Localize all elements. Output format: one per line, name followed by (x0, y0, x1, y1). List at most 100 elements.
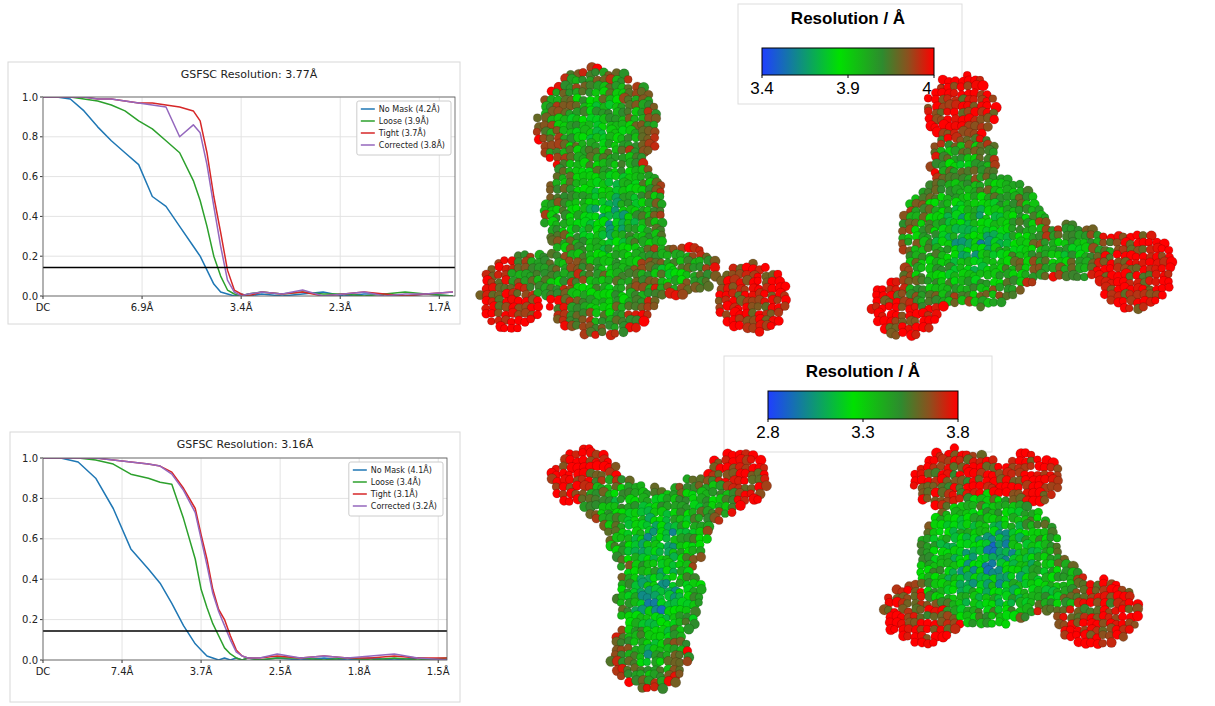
colorbar-tick-label: 3.9 (836, 79, 860, 98)
density-blob (585, 225, 593, 233)
colorbar-scale (762, 48, 934, 75)
density-blob (898, 303, 906, 311)
density-blob (592, 309, 601, 318)
tick-mark (43, 296, 44, 299)
density-blob (976, 303, 984, 311)
density-blob (767, 322, 775, 330)
x-tick-label: 2.3Å (329, 301, 352, 313)
legend-swatch (353, 493, 367, 495)
grid-line (43, 619, 447, 620)
colorbar-tick (848, 75, 849, 78)
density-blob (774, 308, 783, 317)
grid-line (43, 579, 447, 580)
legend: No Mask (4.2Å)Loose (3.9Å)Tight (3.7Å)Co… (357, 101, 451, 155)
density-blob (1152, 297, 1160, 305)
plot-marks (43, 97, 455, 296)
density-blob (650, 302, 658, 310)
chart-frame (8, 62, 460, 324)
density-blob (657, 211, 665, 219)
chart-title: GSFSC Resolution: 3.16Å (177, 438, 314, 451)
tick-mark (142, 296, 143, 299)
legend-label: Loose (3.4Å) (371, 476, 421, 487)
legend-label: Loose (3.9Å) (379, 115, 429, 126)
density-map (476, 62, 791, 340)
x-tick-label: 6.9Å (131, 301, 154, 313)
density-blob (534, 302, 543, 311)
density-blob (618, 284, 626, 292)
chart-title: GSFSC Resolution: 3.77Å (181, 68, 318, 81)
plot-marks (43, 458, 447, 660)
y-tick-label: 0.0 (22, 291, 38, 302)
figure: GSFSC Resolution: 3.77Å0.00.20.40.60.81.… (0, 0, 1215, 706)
density-blob (1016, 218, 1024, 226)
fsc-curve (43, 458, 447, 660)
density-blob (918, 264, 926, 272)
colorbar-scale (768, 391, 958, 419)
density-blob (978, 80, 989, 91)
density-blob (488, 317, 496, 325)
legend-label: Tight (3.7Å) (378, 127, 426, 138)
legend-swatch (353, 505, 367, 507)
density-blob (1009, 291, 1017, 299)
colorbar-tick (934, 75, 935, 78)
y-tick-label: 0.0 (22, 655, 38, 666)
tick-mark (43, 660, 44, 663)
grid-line (122, 458, 123, 660)
plot-frame (43, 458, 447, 660)
colorbar-title: Resolution / Å (791, 9, 905, 28)
density-blob (546, 186, 554, 194)
density-blob (964, 82, 973, 91)
density-blob (996, 283, 1004, 291)
density-blob (579, 88, 587, 96)
density-blob (657, 237, 666, 246)
density-blob (931, 316, 939, 324)
density-blob (527, 283, 535, 291)
y-tick-label: 0.2 (22, 614, 38, 625)
density-blob (547, 295, 555, 303)
density-blob (1009, 225, 1017, 233)
colorbar: Resolution / Å3.43.94.4 (738, 4, 962, 104)
grid-line (43, 176, 455, 177)
density-blob (741, 477, 749, 485)
density-blob (527, 315, 535, 323)
legend-swatch (353, 481, 367, 483)
density-blob (912, 330, 921, 339)
density-blob (747, 456, 755, 464)
density-blob (696, 284, 704, 292)
density-blob (944, 200, 952, 208)
density-blob (950, 89, 958, 97)
density-blob (774, 316, 783, 325)
density-blob (997, 298, 1007, 308)
fsc-chart: GSFSC Resolution: 3.16Å0.00.20.40.60.81.… (10, 432, 460, 702)
density-blob (990, 115, 999, 124)
colorbar-title: Resolution / Å (806, 362, 920, 381)
tick-mark (280, 660, 281, 663)
tick-mark (359, 660, 360, 663)
density-blob (905, 238, 913, 246)
x-tick-label: 7.4Å (111, 665, 134, 677)
fsc-curve (43, 97, 453, 296)
fsc-chart: GSFSC Resolution: 3.77Å0.00.20.40.60.81.… (8, 62, 460, 324)
density-blob (624, 75, 632, 83)
legend-swatch (361, 132, 375, 134)
legend-label: Corrected (3.2Å) (371, 500, 437, 511)
tick-mark (438, 660, 439, 663)
density-blob (644, 146, 652, 154)
density-blob (605, 245, 613, 253)
density-blob (533, 114, 541, 122)
density-blob (957, 161, 965, 169)
tick-mark (201, 660, 202, 663)
density-blob (1113, 250, 1121, 258)
grid-line (201, 458, 202, 660)
y-tick-label: 0.4 (22, 574, 38, 585)
fsc-curve (43, 458, 447, 660)
density-map (867, 71, 1177, 340)
colorbar: Resolution / Å2.83.33.8 (724, 356, 992, 452)
fsc-curve (43, 458, 447, 660)
density-blob (566, 475, 575, 484)
colorbar-tick (958, 419, 959, 422)
legend-swatch (361, 144, 375, 146)
y-tick-label: 0.8 (22, 131, 38, 142)
density-blob (546, 303, 554, 311)
density-blob (755, 327, 764, 336)
